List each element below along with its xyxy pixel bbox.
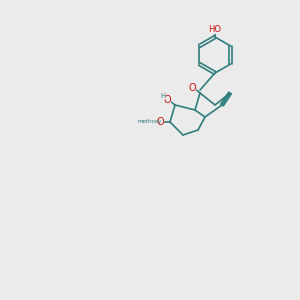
Text: O: O (163, 95, 171, 105)
Text: O: O (188, 83, 196, 93)
Text: O: O (156, 117, 164, 127)
Text: H: H (160, 93, 166, 99)
Text: HO: HO (208, 25, 221, 34)
Text: methoxy: methoxy (138, 119, 162, 124)
